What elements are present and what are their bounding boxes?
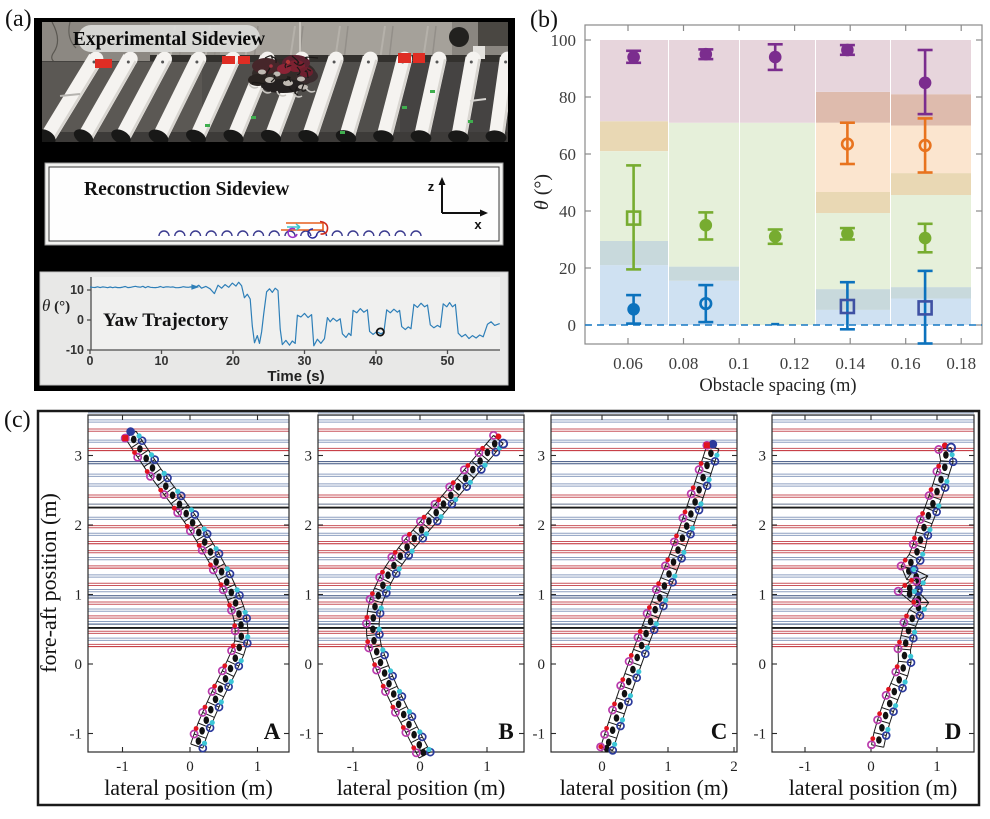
svg-text:10: 10 bbox=[70, 283, 84, 297]
svg-text:1: 1 bbox=[75, 588, 83, 604]
svg-text:3: 3 bbox=[759, 449, 767, 465]
svg-text:lateral position (m): lateral position (m) bbox=[560, 775, 729, 800]
svg-text:-1: -1 bbox=[754, 727, 767, 743]
svg-text:0: 0 bbox=[759, 657, 767, 673]
svg-text:50: 50 bbox=[441, 354, 455, 368]
svg-text:0.16: 0.16 bbox=[891, 354, 921, 373]
svg-text:fore-aft position (m): fore-aft position (m) bbox=[36, 493, 61, 673]
svg-text:Time (s): Time (s) bbox=[267, 368, 324, 385]
svg-text:10: 10 bbox=[155, 354, 169, 368]
svg-text:2: 2 bbox=[75, 518, 83, 534]
svg-text:0.08: 0.08 bbox=[669, 354, 699, 373]
svg-text:Reconstruction Sideview: Reconstruction Sideview bbox=[84, 179, 289, 200]
svg-text:1: 1 bbox=[483, 759, 491, 775]
svg-text:2: 2 bbox=[759, 518, 767, 534]
svg-text:0: 0 bbox=[538, 657, 546, 673]
svg-text:Yaw Trajectory: Yaw Trajectory bbox=[103, 310, 229, 331]
svg-text:0: 0 bbox=[305, 657, 313, 673]
svg-text:3: 3 bbox=[75, 449, 83, 465]
svg-text:2: 2 bbox=[730, 759, 738, 775]
svg-text:D: D bbox=[945, 719, 962, 744]
svg-text:(b): (b) bbox=[530, 7, 558, 33]
svg-text:1: 1 bbox=[305, 588, 313, 604]
svg-text:0.14: 0.14 bbox=[835, 354, 865, 373]
svg-text:1: 1 bbox=[664, 759, 672, 775]
svg-text:0: 0 bbox=[87, 354, 94, 368]
svg-text:40: 40 bbox=[559, 202, 576, 221]
svg-text:0: 0 bbox=[75, 657, 83, 673]
svg-text:θ (°): θ (°) bbox=[531, 174, 553, 210]
svg-text:0: 0 bbox=[867, 759, 875, 775]
svg-text:0: 0 bbox=[416, 759, 424, 775]
svg-text:60: 60 bbox=[559, 145, 576, 164]
svg-text:30: 30 bbox=[298, 354, 312, 368]
svg-text:Experimental Sideview: Experimental Sideview bbox=[73, 29, 265, 50]
svg-text:3: 3 bbox=[305, 449, 313, 465]
svg-text:1: 1 bbox=[933, 759, 941, 775]
svg-text:lateral position (m): lateral position (m) bbox=[104, 775, 273, 800]
svg-text:0.06: 0.06 bbox=[613, 354, 643, 373]
svg-text:-1: -1 bbox=[70, 727, 83, 743]
svg-text:(c): (c) bbox=[4, 407, 31, 433]
svg-text:20: 20 bbox=[226, 354, 240, 368]
svg-text:lateral position (m): lateral position (m) bbox=[337, 775, 506, 800]
svg-text:C: C bbox=[711, 719, 728, 744]
svg-text:θ (°): θ (°) bbox=[42, 296, 70, 315]
svg-text:1: 1 bbox=[538, 588, 546, 604]
svg-text:3: 3 bbox=[538, 449, 546, 465]
svg-text:0: 0 bbox=[568, 316, 577, 335]
svg-text:0.18: 0.18 bbox=[946, 354, 976, 373]
svg-text:1: 1 bbox=[759, 588, 767, 604]
svg-text:2: 2 bbox=[538, 518, 546, 534]
svg-text:0: 0 bbox=[598, 759, 606, 775]
svg-text:-10: -10 bbox=[66, 343, 84, 357]
svg-text:0.1: 0.1 bbox=[728, 354, 749, 373]
svg-text:lateral position (m): lateral position (m) bbox=[789, 775, 958, 800]
svg-text:80: 80 bbox=[559, 88, 576, 107]
svg-text:-1: -1 bbox=[300, 727, 313, 743]
svg-text:100: 100 bbox=[551, 31, 577, 50]
svg-text:A: A bbox=[264, 719, 281, 744]
svg-text:x: x bbox=[474, 217, 482, 232]
svg-text:0: 0 bbox=[186, 759, 194, 775]
svg-text:20: 20 bbox=[559, 259, 576, 278]
svg-text:40: 40 bbox=[369, 354, 383, 368]
svg-text:(a): (a) bbox=[5, 6, 32, 32]
svg-text:2: 2 bbox=[305, 518, 313, 534]
svg-text:-1: -1 bbox=[533, 727, 546, 743]
svg-text:-1: -1 bbox=[116, 759, 129, 775]
svg-text:-1: -1 bbox=[799, 759, 812, 775]
svg-text:B: B bbox=[498, 719, 513, 744]
svg-text:z: z bbox=[428, 179, 435, 194]
svg-text:Obstacle spacing (m): Obstacle spacing (m) bbox=[699, 376, 856, 396]
svg-text:0.12: 0.12 bbox=[780, 354, 810, 373]
svg-text:0: 0 bbox=[77, 313, 84, 327]
svg-text:1: 1 bbox=[254, 759, 262, 775]
svg-text:-1: -1 bbox=[347, 759, 360, 775]
